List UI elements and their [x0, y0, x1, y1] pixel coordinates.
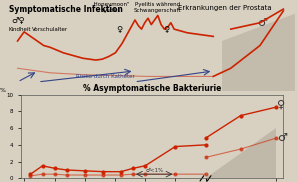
Text: ♂: ♂	[257, 18, 267, 28]
Text: Erkrankungen der Prostata: Erkrankungen der Prostata	[178, 5, 272, 11]
Text: ♀: ♀	[117, 25, 123, 34]
Text: Symptomatische Infektion: Symptomatische Infektion	[9, 5, 123, 13]
Text: ♂♀: ♂♀	[12, 16, 25, 25]
Text: ♂: ♂	[277, 133, 287, 143]
Polygon shape	[206, 128, 276, 178]
Text: % Asymptomatische Bakteriurie: % Asymptomatische Bakteriurie	[83, 84, 221, 93]
Text: %: %	[0, 88, 5, 93]
Text: ♀: ♀	[277, 99, 285, 109]
Text: Vorschulalter: Vorschulalter	[32, 27, 68, 32]
Text: „Honeymoon“
zystitis: „Honeymoon“ zystitis	[92, 2, 130, 13]
Text: Kindheit: Kindheit	[9, 27, 31, 32]
Text: ♂<1%: ♂<1%	[145, 168, 163, 173]
Text: Risiko durch Katheter: Risiko durch Katheter	[76, 74, 135, 79]
Text: Pyelitis während
Schwangerschaft: Pyelitis während Schwangerschaft	[134, 2, 181, 13]
Text: ♀: ♀	[164, 25, 170, 34]
Polygon shape	[222, 14, 295, 91]
